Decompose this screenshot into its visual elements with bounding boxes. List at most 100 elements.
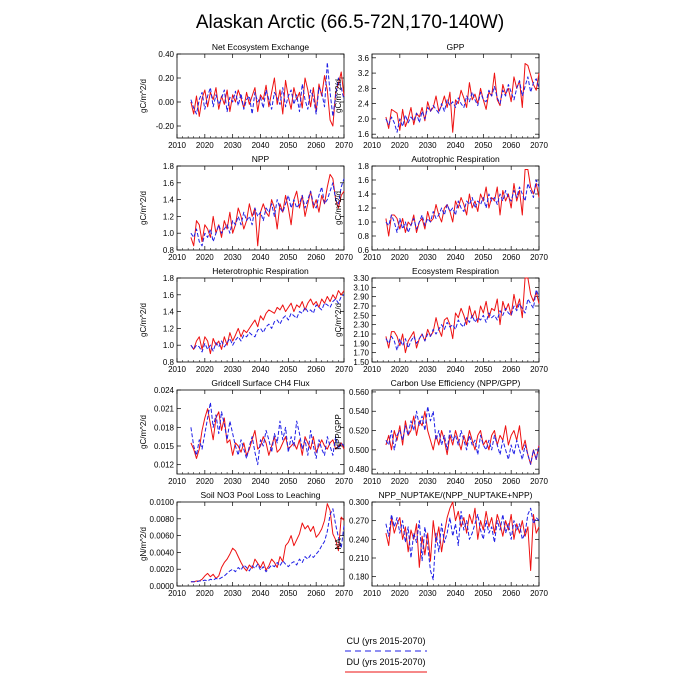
x-tick-label: 2030	[419, 253, 437, 262]
legend: CU (yrs 2015-2070) DU (yrs 2015-2070)	[345, 636, 427, 673]
panel-3: NPP gC/m^2/d 2010 2020 2030 2040 2050 2060 2070 0…	[139, 154, 353, 262]
x-tick-label: 2060	[307, 141, 325, 150]
panel-title: Heterotrophic Respiration	[212, 266, 309, 276]
figure-title: Alaskan Arctic (66.5-72N,170-140W)	[196, 12, 504, 33]
y-tick-label: 0.0000	[150, 582, 175, 591]
y-axis-label: NPP/GPP	[334, 414, 343, 450]
x-tick-label: 2010	[168, 141, 186, 150]
y-tick-label: 2.4	[358, 100, 370, 109]
x-tick-label: 2060	[307, 477, 325, 486]
series-line-cu	[385, 507, 540, 581]
y-tick-label: 2.8	[358, 84, 370, 93]
x-tick-label: 2050	[474, 141, 492, 150]
panel-title: NPP_NUPTAKE/(NPP_NUPTAKE+NPP)	[379, 490, 533, 500]
x-tick-label: 2030	[224, 589, 242, 598]
x-tick-label: 2050	[279, 477, 297, 486]
y-tick-label: 0.00	[158, 98, 174, 107]
x-tick-label: 2040	[447, 589, 465, 598]
y-tick-label: 3.2	[358, 69, 370, 78]
panel-10: NPP_NUPTAKE/(NPP_NUPTAKE+NPP) NA 2010 2020 2…	[334, 490, 548, 598]
y-tick-label: 0.300	[349, 498, 370, 507]
x-tick-label: 2070	[335, 253, 353, 262]
panel-8: Carbon Use Efficiency (NPP/GPP) NPP/GPP 20…	[334, 378, 548, 486]
y-tick-label: -0.20	[156, 122, 175, 131]
panel-1: Net Ecosystem Exchange gC/m^2/d 2010 2020 20…	[139, 42, 353, 150]
panel-title: Carbon Use Efficiency (NPP/GPP)	[391, 378, 521, 388]
panel-9: Soil NO3 Pool Loss to Leaching gN/m^2/d 20…	[139, 490, 353, 598]
panel-5: Heterotrophic Respiration gC/m^2/d 2010 202…	[139, 266, 353, 374]
y-tick-label: 0.0060	[150, 532, 175, 541]
series-line-du	[385, 410, 540, 465]
x-tick-label: 2040	[252, 477, 270, 486]
y-tick-label: 1.4	[358, 190, 370, 199]
x-tick-label: 2070	[530, 365, 548, 374]
x-tick-label: 2030	[419, 365, 437, 374]
y-tick-label: 3.30	[353, 274, 369, 283]
x-tick-label: 2060	[502, 477, 520, 486]
x-tick-label: 2050	[279, 365, 297, 374]
x-tick-label: 2010	[168, 253, 186, 262]
y-tick-label: 1.8	[163, 162, 175, 171]
y-axis-label: gC/m^2/d	[334, 79, 343, 113]
y-tick-label: 3.10	[353, 283, 369, 292]
plot-frame	[176, 501, 345, 587]
x-tick-label: 2020	[196, 141, 214, 150]
y-axis-label: gC/m^2/d	[334, 191, 343, 225]
series-line-cu	[190, 61, 345, 117]
series-line-du	[385, 63, 540, 133]
y-tick-label: 0.0020	[150, 565, 175, 574]
x-tick-label: 2020	[391, 365, 409, 374]
series-line-cu	[190, 508, 345, 583]
y-axis-label: gC/m^2/d	[139, 415, 148, 449]
x-tick-label: 2070	[530, 253, 548, 262]
x-tick-label: 2030	[224, 365, 242, 374]
x-tick-label: 2040	[252, 141, 270, 150]
x-tick-label: 2050	[279, 589, 297, 598]
y-tick-label: 0.6	[358, 246, 370, 255]
series-line-cu	[385, 179, 540, 233]
legend-label-du: DU (yrs 2015-2070)	[346, 657, 425, 667]
y-tick-label: 0.270	[349, 517, 370, 526]
series-line-du	[190, 503, 345, 583]
x-tick-label: 2010	[363, 141, 381, 150]
x-tick-label: 2060	[307, 589, 325, 598]
x-tick-label: 2010	[168, 365, 186, 374]
series-line-du	[190, 408, 345, 459]
y-tick-label: 1.8	[358, 162, 370, 171]
y-tick-label: 1.2	[163, 212, 175, 221]
y-tick-label: 0.021	[154, 405, 175, 414]
y-tick-label: 1.0	[163, 229, 175, 238]
y-tick-label: 2.90	[353, 293, 369, 302]
y-tick-label: 0.8	[163, 358, 175, 367]
y-tick-label: 0.8	[163, 246, 175, 255]
x-tick-label: 2030	[224, 477, 242, 486]
x-tick-label: 2010	[363, 589, 381, 598]
x-tick-label: 2040	[447, 253, 465, 262]
y-tick-label: 0.024	[154, 386, 175, 395]
x-tick-label: 2010	[168, 477, 186, 486]
y-axis-label: NA	[334, 538, 343, 550]
y-tick-label: 2.70	[353, 302, 369, 311]
y-tick-label: 0.180	[349, 573, 370, 582]
panel-title: Gridcell Surface CH4 Flux	[211, 378, 310, 388]
y-tick-label: 0.012	[154, 461, 175, 470]
y-tick-label: 1.4	[163, 308, 175, 317]
x-tick-label: 2070	[530, 477, 548, 486]
series-line-du	[385, 169, 540, 237]
y-tick-label: 0.8	[358, 232, 370, 241]
x-tick-label: 2060	[502, 253, 520, 262]
series-line-cu	[190, 294, 345, 353]
x-tick-label: 2070	[335, 141, 353, 150]
y-tick-label: 0.0100	[150, 498, 175, 507]
x-tick-label: 2070	[335, 589, 353, 598]
panel-6: Ecosystem Respiration gC/m^2/d 2010 2020 203…	[334, 266, 548, 374]
y-tick-label: 0.0040	[150, 548, 175, 557]
y-tick-label: 1.6	[358, 176, 370, 185]
x-tick-label: 2020	[196, 477, 214, 486]
legend-label-cu: CU (yrs 2015-2070)	[346, 636, 425, 646]
y-axis-label: gC/m^2/d	[334, 303, 343, 337]
y-tick-label: 0.520	[349, 427, 370, 436]
x-tick-label: 2060	[307, 365, 325, 374]
x-tick-label: 2010	[168, 589, 186, 598]
y-tick-label: 0.210	[349, 554, 370, 563]
